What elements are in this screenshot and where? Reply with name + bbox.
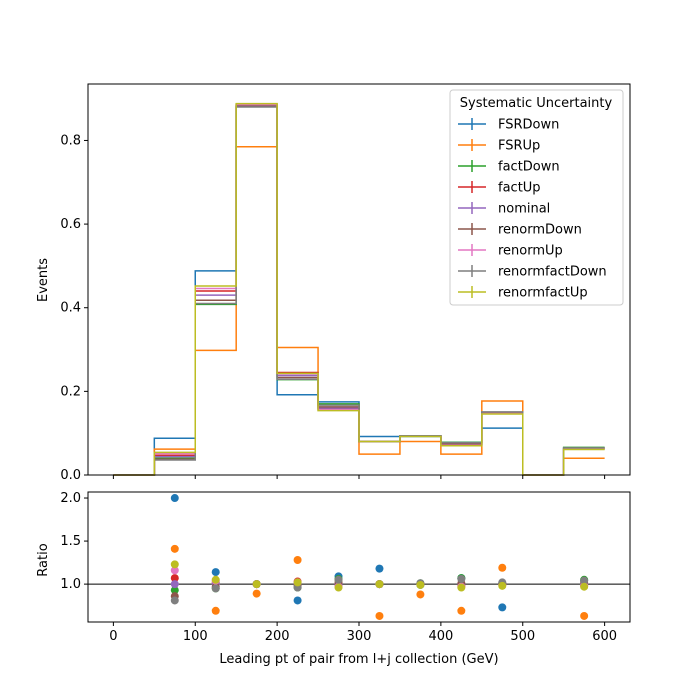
ratio-point-renormfactUp (252, 580, 261, 589)
legend-label: nominal (498, 202, 550, 217)
ratio-point-FSRUp (252, 589, 261, 598)
ratio-point-FSRUp (457, 606, 466, 615)
legend-label: renormDown (498, 223, 582, 238)
legend: Systematic Uncertainty FSRDown FSRUp factD… (449, 89, 624, 306)
histogram-y-tick-label: 0.4 (60, 301, 81, 316)
ratio-point-FSRUp (498, 563, 507, 572)
legend-label: renormUp (498, 244, 563, 259)
ratio-y-axis-label: Ratio (36, 543, 51, 576)
ratio-point-renormfactDown (334, 575, 343, 584)
ratio-point-renormfactUp (293, 578, 302, 587)
ratio-point-FSRUp (211, 606, 220, 615)
ratio-point-renormfactUp (334, 583, 343, 592)
x-tick-label: 100 (183, 629, 208, 644)
histogram-y-tick-label: 0.6 (60, 217, 81, 232)
legend-entry-factUp: factUp (458, 181, 541, 196)
ratio-point-FSRUp (170, 544, 179, 553)
ratio-point-FSRDown (211, 568, 220, 577)
histogram-y-ticks: 0.0 0.2 0.4 0.6 0.8 (60, 133, 88, 483)
legend-entry-nominal: nominal (458, 202, 550, 217)
histogram-series-group (113, 102, 605, 476)
x-tick-label: 0 (109, 629, 117, 644)
legend-label: factUp (498, 181, 541, 196)
legend-title: Systematic Uncertainty (460, 96, 613, 111)
ratio-point-factUp (170, 574, 179, 583)
legend-entry-FSRUp: FSRUp (458, 139, 540, 154)
histogram-y-tick-label: 0.2 (60, 384, 81, 399)
ratio-point-renormfactDown (170, 596, 179, 605)
legend-label: factDown (498, 160, 560, 175)
legend-label: renormfactDown (498, 265, 607, 280)
ratio-y-tick-label: 1.5 (60, 534, 81, 549)
x-tick-label: 600 (592, 629, 617, 644)
ratio-point-factDown (170, 586, 179, 595)
ratio-y-ticks: 1.0 1.5 2.0 (60, 491, 88, 592)
legend-label: renormfactUp (498, 286, 588, 301)
ratio-x-ticks: 0 100 200 300 400 500 600 (109, 622, 617, 644)
legend-entry-renormUp: renormUp (458, 244, 563, 259)
ratio-point-FSRUp (416, 590, 425, 599)
x-tick-label: 400 (428, 629, 453, 644)
ratio-point-nominal (170, 580, 179, 589)
legend-entry-renormDown: renormDown (458, 223, 582, 238)
ratio-point-renormfactDown (457, 574, 466, 583)
ratio-point-renormfactUp (416, 580, 425, 589)
legend-label: FSRDown (498, 118, 559, 133)
x-tick-label: 200 (265, 629, 290, 644)
legend-entry-factDown: factDown (458, 160, 560, 175)
ratio-point-renormfactDown (580, 576, 589, 585)
ratio-point-FSRDown (293, 596, 302, 605)
x-axis-label: Leading pt of pair from l+j collection (… (219, 652, 498, 667)
legend-entry-renormfactUp: renormfactUp (458, 286, 588, 301)
legend-entry-renormfactDown: renormfactDown (458, 265, 607, 280)
histogram-y-tick-label: 0.8 (60, 133, 81, 148)
ratio-point-renormUp (170, 566, 179, 575)
histogram-x-ticks (112, 475, 606, 479)
ratio-point-renormfactUp (580, 582, 589, 591)
ratio-point-renormfactUp (375, 580, 384, 589)
histogram-y-axis-label: Events (36, 258, 51, 302)
ratio-point-FSRDown (170, 494, 179, 503)
ratio-panel: 1.0 1.5 2.0 0 100 200 300 400 500 600 Ratio Lead… (36, 491, 631, 667)
ratio-y-tick-label: 1.0 (60, 577, 81, 592)
legend-label: FSRUp (498, 139, 540, 154)
ratio-points-group (170, 494, 589, 620)
histogram-y-tick-label: 0.0 (60, 468, 81, 483)
ratio-point-FSRDown (498, 603, 507, 612)
ratio-point-FSRUp (580, 611, 589, 620)
legend-entries: FSRDown FSRUp factDown factUp nominal renormD… (458, 118, 607, 301)
histogram-panel: 0.0 0.2 0.4 0.6 0.8 Events Systematic Uncert… (36, 83, 631, 483)
ratio-y-tick-label: 2.0 (60, 491, 81, 506)
ratio-point-renormfactUp (498, 581, 507, 590)
ratio-point-FSRUp (293, 556, 302, 565)
histogram-line-renormfactUp (113, 102, 605, 476)
ratio-point-renormfactUp (211, 575, 220, 584)
x-tick-label: 300 (347, 629, 372, 644)
legend-box (449, 89, 624, 306)
ratio-point-renormfactUp (457, 583, 466, 592)
x-tick-label: 500 (510, 629, 535, 644)
ratio-point-renormfactUp (170, 560, 179, 569)
legend-entry-FSRDown: FSRDown (458, 118, 559, 133)
ratio-point-FSRUp (375, 611, 384, 620)
ratio-point-renormfactDown (211, 584, 220, 593)
ratio-point-FSRDown (375, 564, 384, 573)
